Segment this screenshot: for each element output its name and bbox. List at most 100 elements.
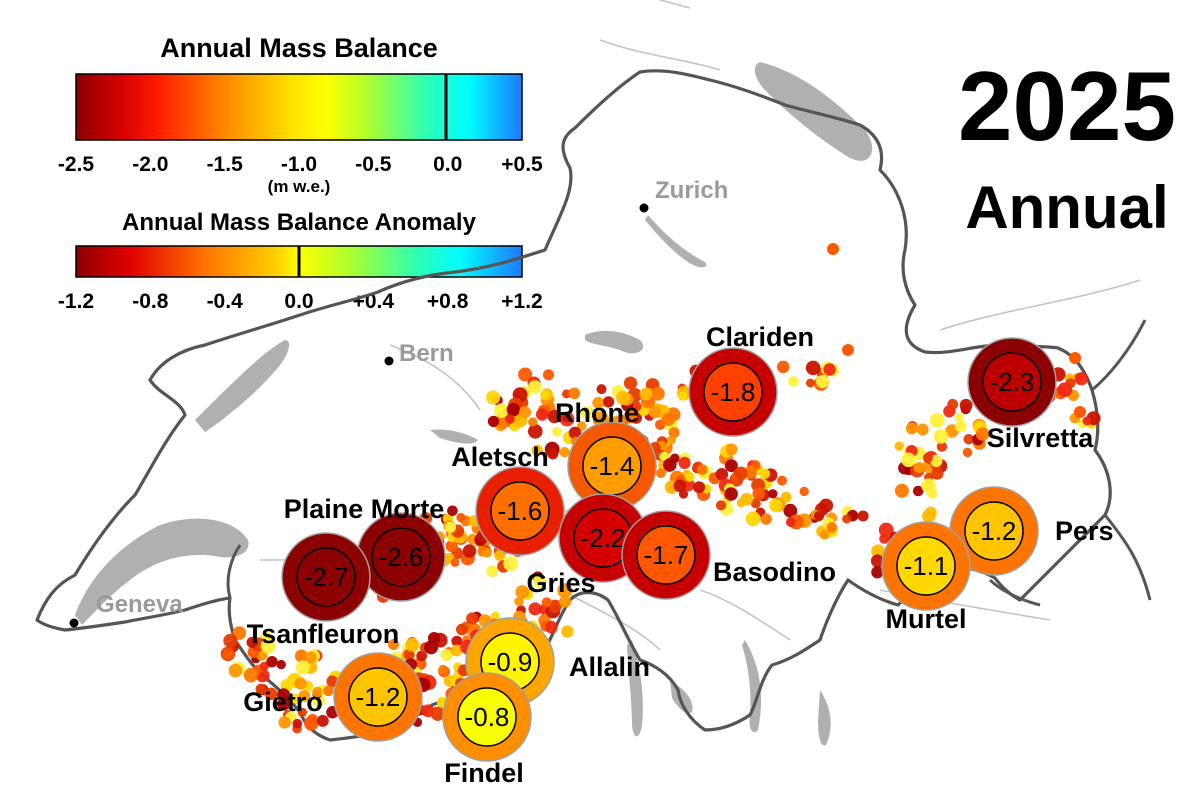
small-glacier-dot bbox=[750, 498, 761, 509]
small-glacier-dot bbox=[541, 597, 552, 608]
small-glacier-dot bbox=[243, 667, 259, 683]
small-glacier-dot bbox=[819, 498, 834, 513]
small-glacier-dot bbox=[596, 384, 607, 395]
small-glacier-dot bbox=[678, 391, 688, 401]
legend-anomaly: Annual Mass Balance Anomaly -1.2 -0.8 -0.4… bbox=[58, 209, 543, 313]
glacier-balance-value: -1.2 bbox=[972, 516, 1017, 546]
small-glacier-dot bbox=[799, 486, 809, 497]
small-glacier-dot bbox=[259, 661, 269, 671]
lake-zurich bbox=[645, 215, 707, 268]
small-glacier-dot bbox=[515, 585, 530, 599]
lake-geneva bbox=[75, 518, 249, 625]
small-glacier-dot bbox=[623, 376, 638, 390]
small-glacier-dot bbox=[639, 387, 653, 401]
small-glacier-dot bbox=[278, 716, 291, 729]
legend-anomaly-tick-label: +0.8 bbox=[427, 290, 469, 313]
small-glacier-dot bbox=[768, 489, 778, 499]
small-glacier-dot bbox=[827, 243, 839, 255]
glacier-marker-basodino[interactable]: -1.7 Basodino bbox=[621, 510, 836, 600]
small-glacier-dot bbox=[292, 718, 303, 729]
small-glacier-dot bbox=[456, 512, 466, 523]
lake-maggiore bbox=[627, 640, 643, 737]
small-glacier-dot bbox=[673, 479, 687, 493]
small-glacier-dot bbox=[568, 387, 581, 400]
small-glacier-dot bbox=[630, 401, 642, 412]
small-glacier-dot bbox=[724, 487, 738, 501]
glacier-marker-clariden[interactable]: -1.8 Clariden bbox=[688, 322, 814, 437]
small-glacier-dot bbox=[514, 596, 524, 607]
small-glacier-dot bbox=[725, 443, 738, 456]
glacier-balance-disc bbox=[964, 501, 1024, 561]
glacier-balance-value: -1.7 bbox=[644, 540, 689, 570]
small-glacier-dot bbox=[323, 685, 334, 697]
city-label-bern: Bern bbox=[399, 340, 454, 367]
glacier-marker-rhone[interactable]: -1.4 Rhone bbox=[555, 398, 657, 511]
glacier-balance-value: -1.2 bbox=[356, 682, 401, 712]
legend-balance-tick-label: 0.0 bbox=[433, 153, 462, 176]
glacier-name-label: Aletsch bbox=[451, 442, 549, 472]
small-glacier-dot bbox=[975, 427, 990, 441]
small-glacier-dot bbox=[447, 505, 458, 517]
legend-balance-colorbar bbox=[75, 73, 523, 141]
glacier-marker-tsanfleuron[interactable]: -2.7 Tsanfleuron bbox=[247, 532, 400, 649]
small-glacier-dot bbox=[930, 454, 943, 468]
glacier-balance-value: -1.6 bbox=[498, 496, 543, 526]
small-glacier-dot bbox=[557, 583, 573, 598]
small-glacier-dot bbox=[1057, 382, 1073, 398]
small-glacier-dot bbox=[494, 549, 506, 562]
small-glacier-dot bbox=[486, 565, 498, 578]
small-glacier-dot bbox=[531, 444, 543, 456]
small-glacier-dot bbox=[894, 483, 909, 498]
glacier-name-label: Allalin bbox=[569, 652, 650, 682]
small-glacier-dot bbox=[316, 714, 329, 727]
small-glacier-dot bbox=[740, 492, 754, 506]
glacier-marker-aletsch[interactable]: -1.6 Aletsch bbox=[451, 442, 565, 556]
small-glacier-dot bbox=[440, 648, 453, 662]
legend-balance-tick-label: -1.5 bbox=[207, 153, 244, 176]
glacier-name-label: Plaine Morte bbox=[284, 494, 445, 524]
glacier-marker-silvretta[interactable]: -2.3 Silvretta bbox=[967, 337, 1094, 453]
glacier-balance-disc bbox=[636, 525, 696, 585]
small-glacier-dot bbox=[438, 664, 448, 675]
glacier-name-label: Findel bbox=[444, 758, 524, 788]
small-glacier-dots bbox=[220, 243, 1101, 734]
small-glacier-dot bbox=[857, 510, 869, 522]
small-glacier-dot bbox=[715, 468, 729, 481]
legend-anomaly-tick-label: 0.0 bbox=[284, 290, 313, 313]
neighbour-borders bbox=[226, 319, 1152, 607]
small-glacier-dot bbox=[312, 686, 323, 698]
glacier-marker-pers[interactable]: -1.2 Pers bbox=[949, 486, 1114, 576]
small-glacier-dot bbox=[562, 413, 572, 423]
small-glacier-dot bbox=[745, 511, 761, 527]
small-glacier-dot bbox=[277, 688, 291, 702]
glacier-marker-murtel[interactable]: -1.1 Murtel bbox=[881, 521, 971, 634]
small-glacier-dot bbox=[276, 659, 286, 670]
small-glacier-dot bbox=[482, 547, 492, 558]
glacier-balance-disc bbox=[896, 536, 956, 596]
glacier-marker-plaine-morte[interactable]: -2.6 Plaine Morte bbox=[284, 494, 446, 602]
lakes bbox=[75, 62, 873, 746]
small-glacier-dot bbox=[752, 487, 766, 501]
glacier-balance-value: -2.7 bbox=[304, 562, 349, 592]
small-glacier-dot bbox=[246, 636, 258, 649]
glacier-name-label: Rhone bbox=[555, 398, 639, 428]
small-glacier-dot bbox=[264, 687, 278, 701]
small-glacier-dot bbox=[805, 360, 821, 376]
small-glacier-dot bbox=[1074, 406, 1086, 418]
glacier-name-label: Gietro bbox=[243, 687, 323, 717]
glacier-marker-findel[interactable]: -0.8 Findel bbox=[442, 672, 532, 788]
small-glacier-dot bbox=[450, 557, 460, 567]
small-glacier-dot bbox=[445, 540, 458, 553]
small-glacier-dot bbox=[294, 649, 308, 663]
glacier-marker-gietro[interactable]: -1.2 Gietro bbox=[243, 652, 423, 742]
legend-balance-tick-label: -0.5 bbox=[355, 153, 392, 176]
lake-thun bbox=[430, 429, 478, 444]
small-glacier-dot bbox=[304, 651, 317, 664]
small-glacier-dot bbox=[559, 595, 572, 608]
glacier-balance-disc bbox=[703, 362, 763, 422]
small-glacier-dot bbox=[405, 638, 420, 652]
small-glacier-dot bbox=[783, 503, 798, 518]
small-glacier-dot bbox=[623, 409, 637, 424]
lake-neuchatel bbox=[195, 340, 290, 432]
